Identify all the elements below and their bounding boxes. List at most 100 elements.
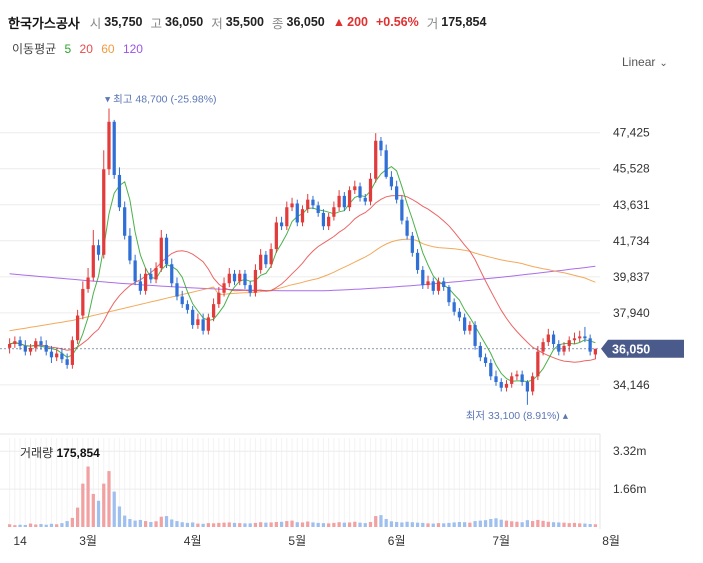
open-label: 시: [89, 16, 102, 31]
volume-bar: [39, 524, 43, 527]
y-tick-label: 34,146: [613, 378, 650, 392]
volume-bar: [28, 523, 33, 527]
volume-bar: [562, 522, 566, 527]
candle: [551, 334, 556, 345]
candle: [96, 245, 101, 255]
candle: [175, 283, 179, 297]
volume-bar: [269, 522, 273, 527]
ma-60-label[interactable]: 60: [101, 42, 115, 56]
volume-bar: [347, 522, 352, 527]
candle: [75, 315, 80, 341]
volume-bar: [489, 519, 493, 527]
y-tick-label: 47,425: [613, 126, 650, 140]
volume-bar: [536, 519, 540, 527]
ma-60-line: [9, 238, 596, 332]
candle: [123, 207, 127, 236]
volume-bar: [379, 515, 383, 527]
candle: [536, 351, 540, 377]
volume-bar: [342, 522, 346, 527]
candle: [588, 338, 592, 352]
candle: [400, 199, 404, 221]
candle: [238, 273, 242, 282]
candle: [300, 209, 305, 223]
volume-bar: [306, 521, 310, 527]
volume-bar: [368, 521, 373, 527]
change-percent: +0.56%: [376, 15, 419, 29]
x-tick-label: 14: [13, 534, 27, 548]
y-tick-label: 45,528: [613, 162, 650, 176]
volume-tick-label: 3.32m: [613, 444, 646, 458]
volume-bar: [358, 522, 362, 527]
candle: [274, 222, 278, 250]
candle: [311, 199, 315, 206]
volume-bar: [196, 523, 200, 527]
volume-bar: [170, 519, 174, 527]
volume-bar: [395, 521, 399, 527]
volume-bar: [499, 519, 503, 527]
low-value: 35,500: [225, 15, 265, 29]
candle: [164, 237, 169, 265]
candle: [285, 207, 289, 227]
volume-bar: [96, 500, 101, 527]
volume-bar: [541, 520, 545, 527]
volume-bar: [447, 522, 451, 527]
volume-bar: [572, 522, 577, 527]
volume-bar: [551, 522, 556, 527]
ma-5-label[interactable]: 5: [64, 42, 72, 56]
volume-bar: [567, 523, 571, 527]
volume-bar: [374, 516, 378, 527]
volume-bar: [133, 520, 137, 527]
ma-120-label[interactable]: 120: [122, 42, 143, 56]
candle: [353, 186, 357, 191]
y-tick-label: 41,734: [613, 234, 650, 248]
volume-label: 거: [426, 16, 439, 31]
open-value: 35,750: [104, 15, 143, 29]
volume-title: 거래량: [20, 446, 54, 460]
volume-bar: [60, 523, 64, 527]
candle: [347, 190, 352, 208]
candle: [405, 220, 409, 236]
stock-name: 한국가스공사: [8, 15, 80, 31]
candle: [49, 351, 54, 358]
candle: [457, 311, 462, 318]
ma-20-line: [9, 194, 596, 363]
current-price-tag: [601, 339, 684, 358]
y-tick-label: 39,837: [613, 270, 650, 284]
ma-20-label[interactable]: 20: [79, 42, 93, 56]
volume-bar: [238, 523, 242, 527]
volume-bar: [65, 521, 69, 527]
volume-bar: [583, 523, 587, 527]
candle: [143, 273, 148, 291]
volume-bar: [426, 523, 430, 527]
candle: [154, 268, 158, 280]
candle: [117, 174, 122, 208]
volume-bar: [295, 522, 299, 527]
volume-bar: [316, 522, 320, 527]
candle: [363, 197, 367, 202]
candle: [138, 281, 142, 291]
candle: [253, 269, 258, 293]
volume-bar: [201, 523, 205, 527]
change-value: 200: [347, 15, 368, 29]
scale-toggle[interactable]: Linear ⌄: [622, 55, 668, 69]
candle: [201, 319, 205, 331]
volume-bar: [578, 523, 582, 527]
candle: [593, 348, 598, 355]
volume-bar: [191, 522, 195, 527]
volume-bar: [279, 521, 284, 527]
candle: [452, 302, 456, 312]
candle: [489, 363, 493, 377]
candle: [7, 344, 12, 348]
volume-bar: [353, 521, 357, 527]
volume-bar: [138, 519, 142, 527]
candle: [499, 382, 503, 388]
ma-title: 이동평균: [12, 42, 57, 56]
candle: [431, 281, 435, 291]
candle: [520, 374, 524, 383]
chevron-down-icon: ⌄: [659, 58, 668, 69]
volume-bar: [285, 521, 289, 527]
candle: [70, 340, 74, 365]
high-label: 고: [150, 16, 163, 31]
volume-bar: [415, 522, 420, 527]
